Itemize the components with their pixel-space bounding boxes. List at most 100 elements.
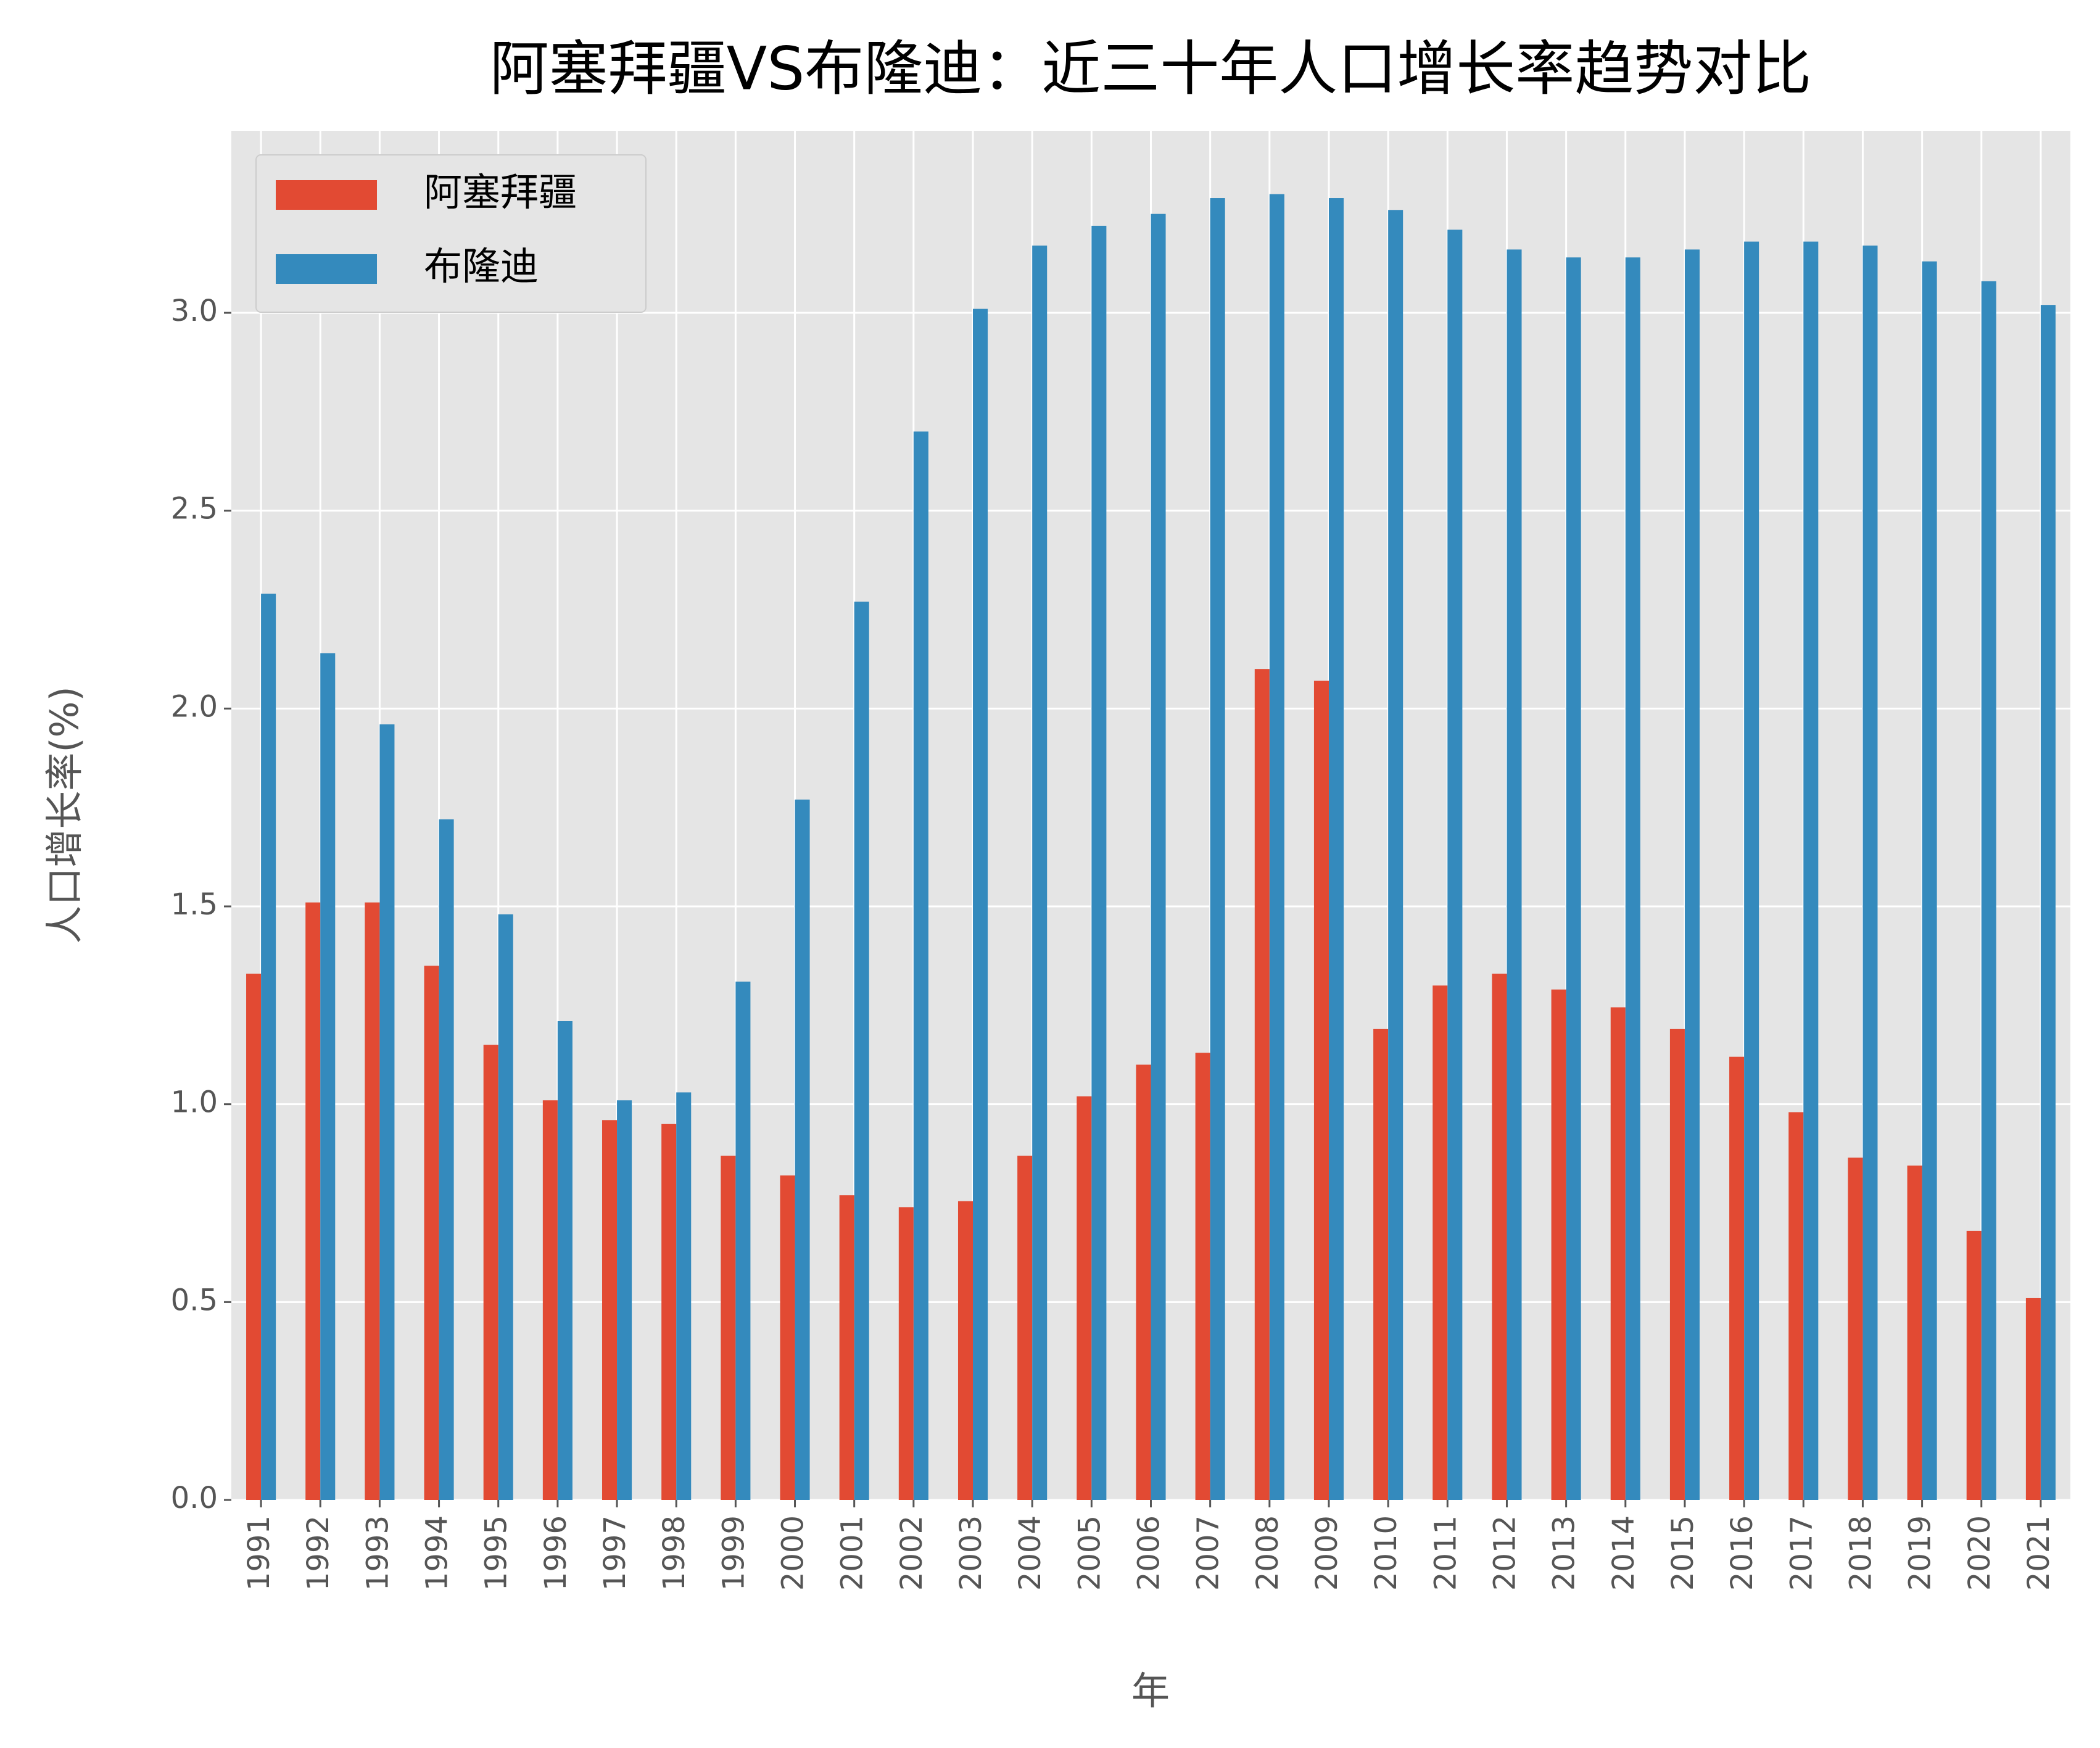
bar [1388, 210, 1403, 1501]
bar [721, 1156, 736, 1500]
bar [1551, 989, 1566, 1500]
bar [1077, 1096, 1092, 1500]
bar [320, 653, 336, 1500]
y-tick-label: 0.5 [171, 1283, 218, 1317]
x-tick-label: 1993 [360, 1515, 395, 1591]
bar [1328, 198, 1344, 1501]
bar [735, 981, 751, 1500]
x-tick-label: 2002 [895, 1515, 929, 1591]
bar [1432, 985, 1448, 1500]
x-tick-label: 2006 [1132, 1515, 1167, 1591]
bar [602, 1120, 618, 1500]
bar [1684, 249, 1700, 1501]
y-tick-label: 3.0 [171, 294, 218, 328]
bar [1269, 194, 1284, 1500]
bar [1195, 1053, 1210, 1500]
x-tick-label: 2018 [1843, 1515, 1878, 1591]
bar [1610, 1007, 1626, 1500]
bar [1907, 1166, 1922, 1500]
x-tick-label: 2015 [1666, 1515, 1700, 1591]
bar [1922, 261, 1937, 1501]
bar [379, 724, 395, 1500]
x-tick-label: 2014 [1606, 1515, 1641, 1591]
x-tick-label: 2011 [1428, 1515, 1463, 1591]
bar [424, 966, 439, 1500]
bar [1803, 241, 1819, 1500]
x-tick-label: 1999 [716, 1515, 751, 1591]
bar [261, 594, 276, 1500]
bar [898, 1207, 914, 1500]
y-tick-label: 2.0 [171, 689, 218, 724]
bar [676, 1092, 692, 1500]
x-tick-label: 1992 [301, 1515, 336, 1591]
bar [617, 1100, 632, 1500]
y-tick-label: 1.0 [171, 1085, 218, 1120]
bar [1862, 245, 1878, 1500]
x-tick-label: 1995 [479, 1515, 514, 1591]
y-axis-label: 人口增长率(%) [42, 686, 87, 943]
bar [2025, 1298, 2041, 1500]
x-tick-label: 1998 [657, 1515, 692, 1591]
x-tick-label: 2003 [954, 1515, 988, 1591]
bar [1981, 281, 1996, 1500]
chart-title: 阿塞拜疆VS布隆迪：近三十年人口增长率趋势对比 [490, 34, 1812, 103]
x-tick-label: 2010 [1369, 1515, 1403, 1591]
x-tick-label: 2016 [1725, 1515, 1759, 1591]
y-tick-label: 1.5 [171, 887, 218, 922]
x-tick-label: 2005 [1072, 1515, 1107, 1591]
x-tick-label: 2019 [1903, 1515, 1938, 1591]
bar [973, 309, 988, 1500]
bar [661, 1124, 677, 1500]
bar [1566, 257, 1581, 1500]
x-tick-label: 2013 [1547, 1515, 1582, 1591]
bar [498, 914, 513, 1500]
x-axis-label: 年 [1131, 1668, 1170, 1713]
legend-label: 布隆迪 [424, 244, 539, 289]
x-tick-label: 1994 [420, 1515, 455, 1591]
bar [1966, 1230, 1982, 1500]
bar [557, 1021, 573, 1500]
bar [839, 1195, 854, 1500]
bar [1313, 681, 1329, 1500]
x-tick-label: 1997 [598, 1515, 632, 1591]
x-tick-label: 2017 [1784, 1515, 1819, 1591]
bar [246, 974, 262, 1500]
y-tick-label: 2.5 [171, 492, 218, 526]
x-tick-label: 2020 [1962, 1515, 1997, 1591]
bar [1848, 1158, 1863, 1500]
bar [1032, 245, 1048, 1500]
x-tick-label: 1996 [539, 1515, 573, 1591]
bar [1210, 198, 1225, 1501]
bar [542, 1100, 558, 1500]
bar [854, 602, 869, 1500]
bar [913, 431, 928, 1500]
bar [1669, 1029, 1685, 1500]
x-tick-label: 2009 [1310, 1515, 1344, 1591]
x-tick-label: 2007 [1191, 1515, 1226, 1591]
bar [1744, 241, 1759, 1500]
bar [1729, 1056, 1745, 1500]
x-tick-label: 2008 [1250, 1515, 1285, 1591]
bar [795, 799, 810, 1500]
bar [1254, 669, 1270, 1500]
bar [483, 1045, 498, 1500]
bar [780, 1175, 795, 1500]
bar [1625, 257, 1640, 1500]
bar [1091, 225, 1107, 1501]
legend-swatch [276, 254, 377, 284]
bar [305, 902, 321, 1500]
bar [1017, 1156, 1033, 1500]
bar [365, 902, 380, 1500]
x-tick-label: 2012 [1487, 1515, 1522, 1591]
y-tick-label: 0.0 [171, 1481, 218, 1515]
bar [1136, 1064, 1151, 1500]
x-tick-label: 2021 [2022, 1515, 2056, 1591]
x-tick-label: 2000 [776, 1515, 811, 1591]
x-tick-label: 2004 [1013, 1515, 1048, 1591]
bar [2040, 305, 2056, 1501]
bar [439, 819, 454, 1500]
x-tick-label: 2001 [835, 1515, 870, 1591]
bar [957, 1201, 974, 1500]
bar [1492, 974, 1507, 1500]
